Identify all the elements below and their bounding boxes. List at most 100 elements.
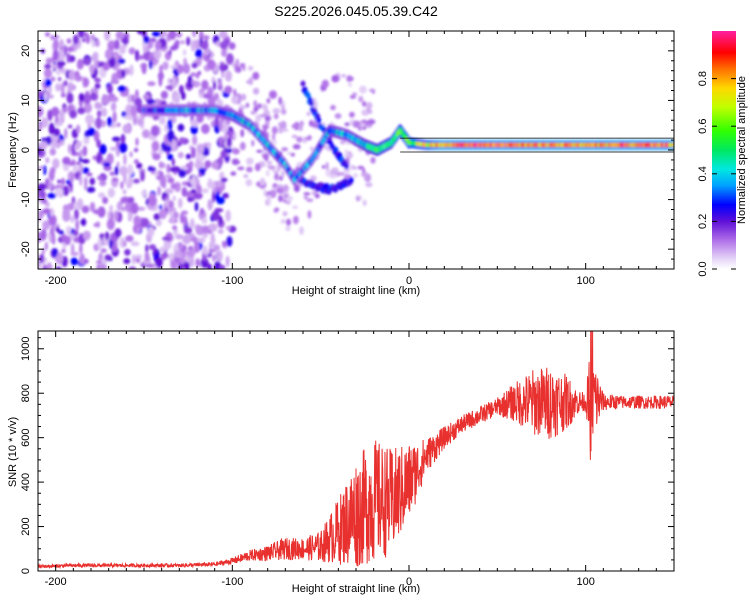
noise-blob [233,88,237,97]
noise-blob [307,210,312,219]
noise-blob [90,34,95,41]
noise-blob [259,114,268,118]
noise-blob [119,44,126,55]
noise-blob [67,82,74,92]
noise-blob [96,139,101,148]
noise-blob [51,225,55,231]
noise-blob [61,177,65,186]
noise-blob [164,188,174,195]
noise-blob [100,248,107,253]
noise-blob [55,70,62,75]
noise-blob [155,171,159,177]
noise-blob [238,107,243,115]
noise-blob [44,63,52,70]
noise-blob [71,159,76,164]
noise-blob [167,153,174,161]
noise-blob [180,91,186,100]
noise-blob [159,64,163,75]
noise-blob [265,170,270,177]
noise-blob [81,158,90,164]
noise-blob [130,106,138,117]
noise-blob [312,124,318,128]
noise-blob [340,140,346,145]
noise-blob [183,215,188,227]
noise-blob [353,173,359,178]
noise-blob [57,179,62,184]
noise-blob [122,37,129,45]
noise-blob [165,199,169,207]
noise-blob [365,182,373,188]
noise-blob [68,182,73,188]
noise-blob [224,70,233,82]
noise-blob [188,160,194,168]
noise-blob [120,133,126,144]
noise-blob [267,165,276,170]
noise-blob [55,226,60,233]
noise-blob [165,85,175,90]
noise-blob [101,107,108,118]
noise-blob [171,207,177,212]
noise-blob [198,173,202,178]
noise-blob [133,159,139,165]
noise-blob [111,72,118,84]
noise-blob [281,170,285,178]
noise-blob [62,185,70,196]
noise-blob [51,106,60,117]
noise-blob [175,32,183,38]
noise-blob [116,161,120,167]
noise-blob [83,136,90,145]
noise-blob [74,146,80,150]
noise-blob [194,201,199,212]
noise-blob [231,95,240,105]
noise-blob [214,116,219,127]
noise-blob [171,158,175,167]
noise-blob [286,151,292,156]
noise-blob [137,55,145,60]
noise-blob [38,142,41,148]
noise-blob [181,244,187,252]
noise-blob [94,101,101,110]
noise-blob [44,241,48,251]
noise-blob [45,202,50,208]
noise-blob [175,234,184,240]
snr-panel: -200 -100 0 100 0 200 400 600 800 1000 Height of… [7,330,675,595]
noise-blob [62,156,71,165]
noise-blob [54,187,64,197]
noise-blob [361,172,369,177]
noise-blob [129,64,134,76]
noise-blob [135,49,140,62]
noise-blob [43,91,48,102]
noise-blob [141,189,147,197]
noise-blob [219,62,225,73]
noise-blob [266,98,271,104]
noise-blob [117,58,126,64]
snr-y-axis: 0 200 400 600 800 1000 [20,337,674,574]
noise-blob [283,184,289,192]
noise-blob [76,60,83,70]
noise-blob [212,80,216,91]
noise-blob [269,90,277,99]
noise-blob [223,192,229,199]
colorbar-tick-label: 0.8 [697,71,709,86]
noise-blob [97,238,103,250]
noise-blob [64,208,71,219]
noise-blob [357,165,365,170]
noise-blob [218,31,228,39]
noise-blob [314,193,320,199]
noise-blob [190,218,195,229]
noise-blob [211,160,220,170]
noise-blob [208,223,218,232]
noise-blob [293,184,300,193]
noise-blob [299,120,305,127]
noise-blob [38,124,43,131]
noise-blob [81,167,90,174]
noise-blob [344,122,350,127]
noise-blob [226,53,234,65]
noise-blob [200,257,209,269]
noise-blob [74,208,79,220]
noise-blob [285,225,291,232]
noise-blob [141,62,147,75]
noise-blob [38,106,44,117]
noise-blob [98,192,105,199]
noise-blob [132,178,140,184]
